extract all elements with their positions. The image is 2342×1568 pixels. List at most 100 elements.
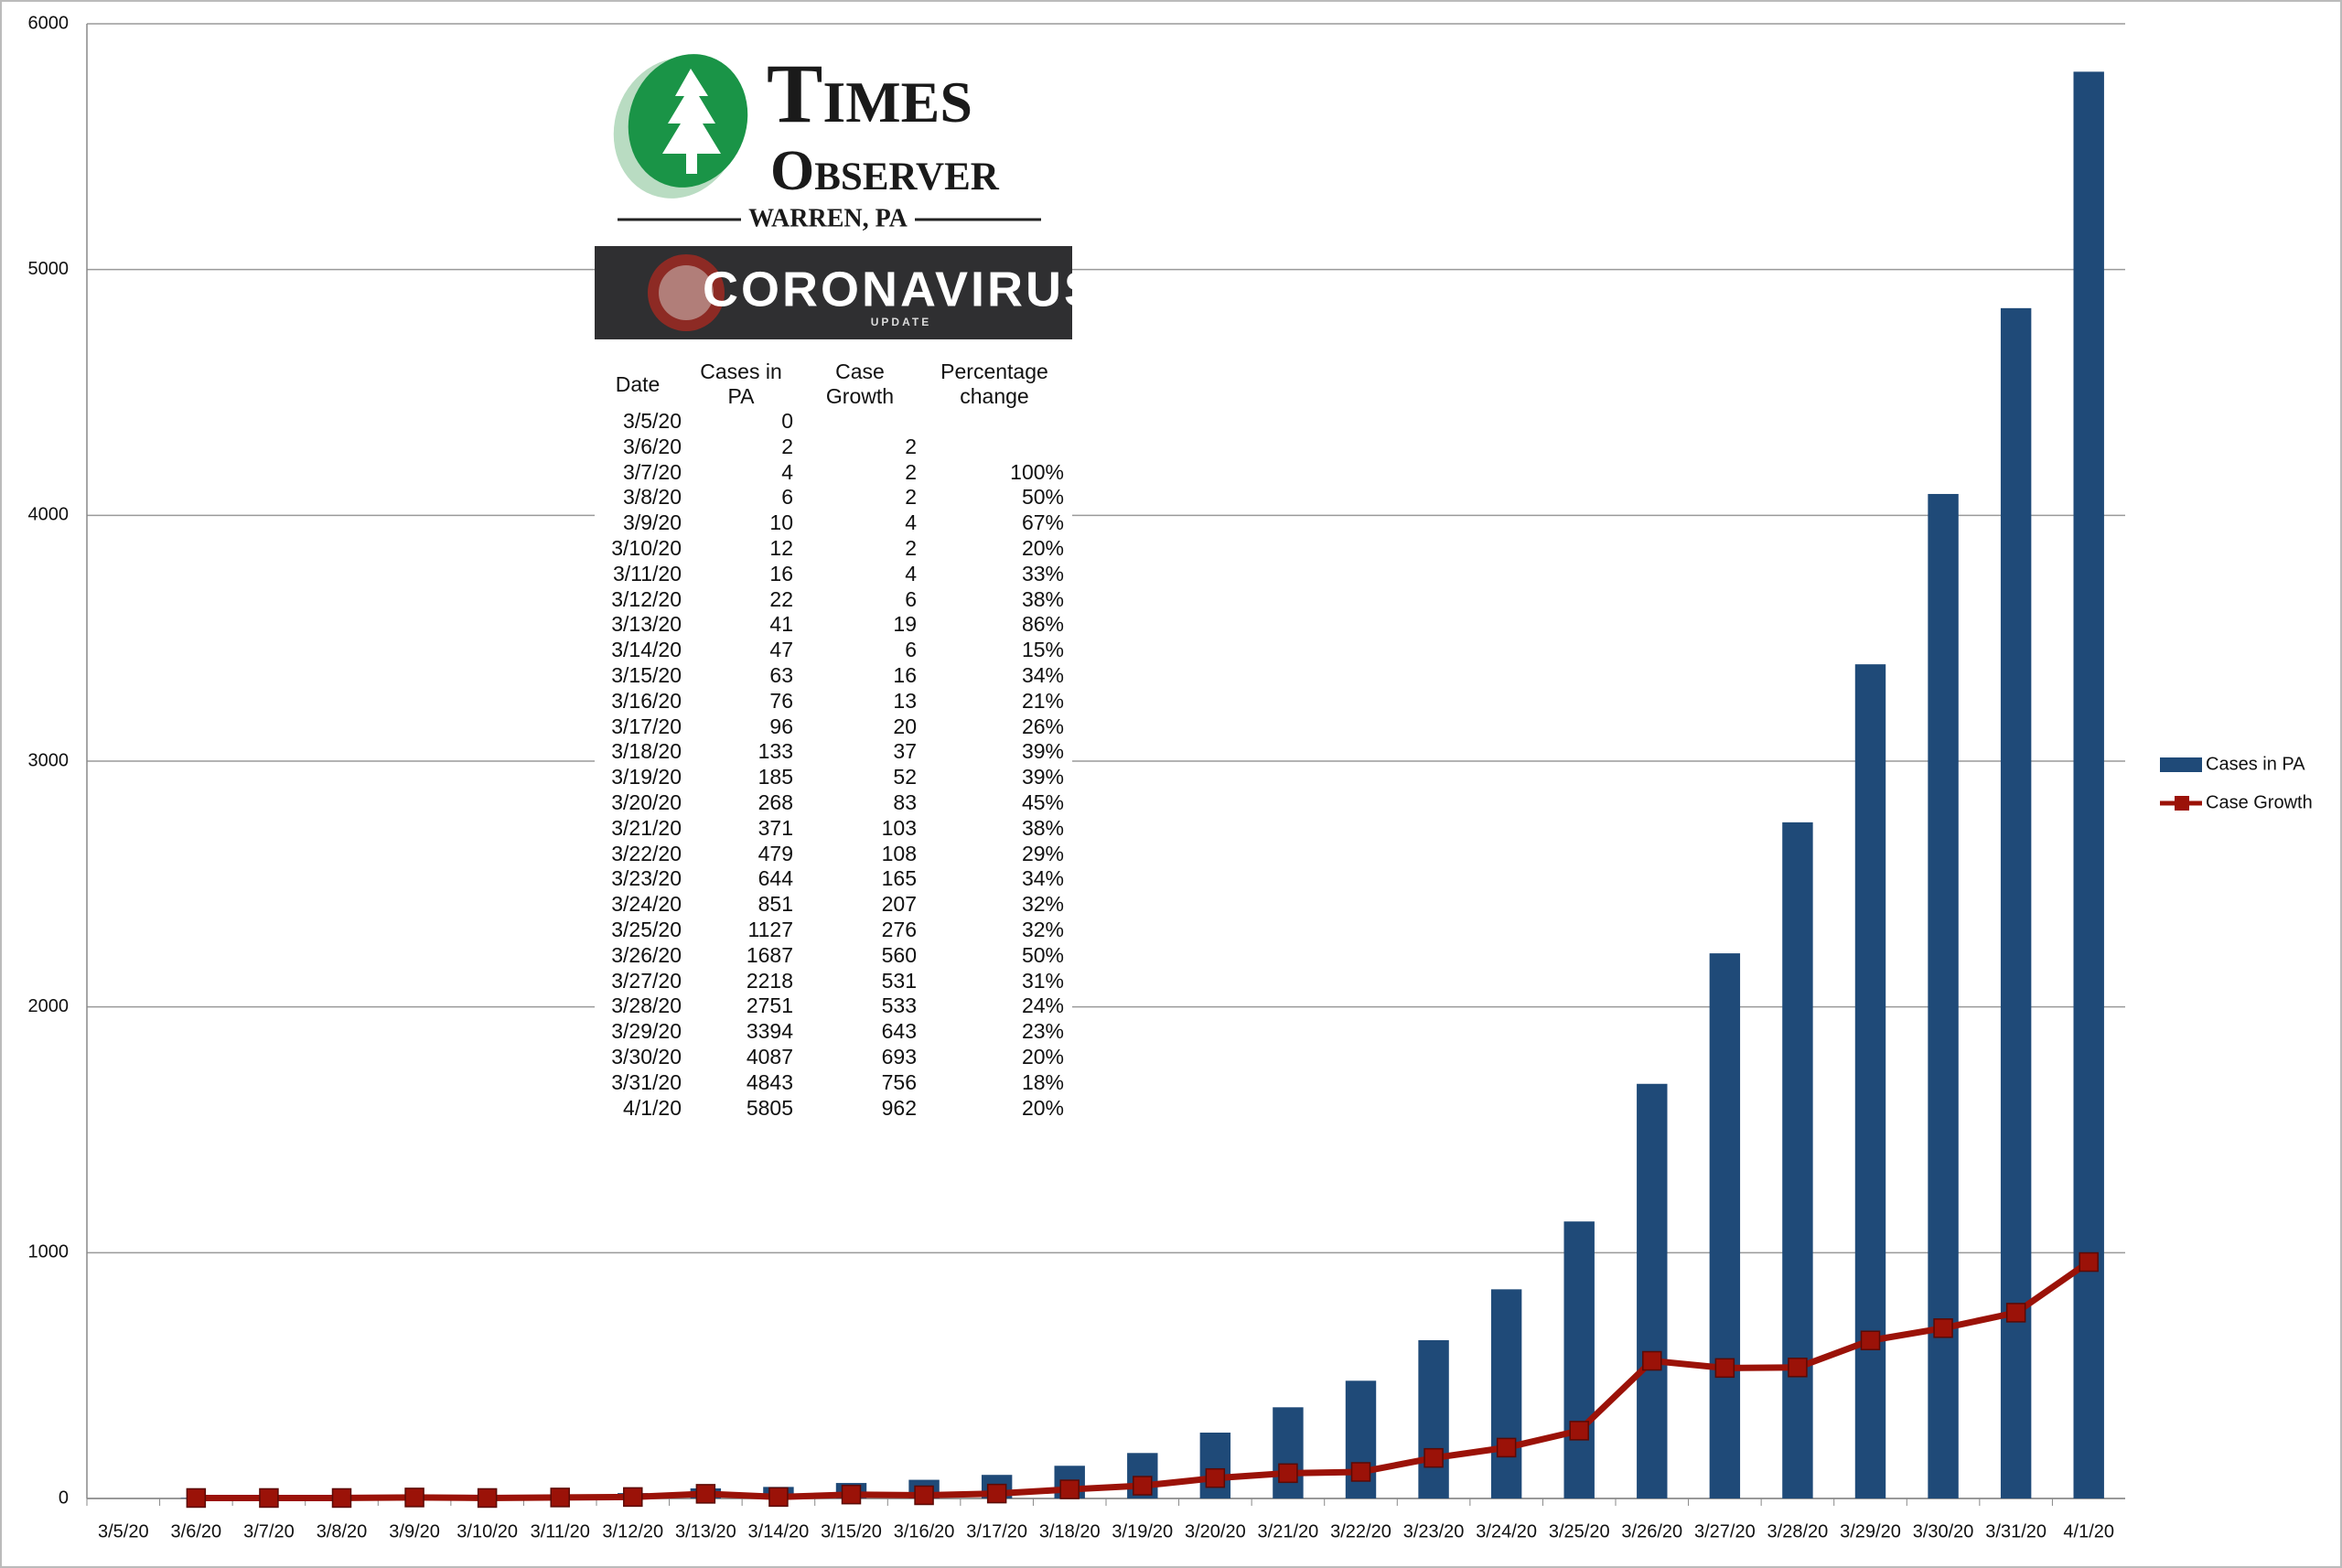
table-cell: 26%: [1021, 714, 1064, 738]
table-cell: 22: [769, 586, 793, 611]
x-tick-label: 3/27/20: [1694, 1521, 1756, 1541]
marker: [1569, 1421, 1589, 1441]
bar: [1199, 1432, 1231, 1498]
table-cell: 19: [893, 612, 917, 637]
table-cell: 276: [881, 918, 917, 941]
table-cell: 1687: [746, 942, 793, 967]
table-cell: 2: [905, 459, 917, 484]
table-cell: 1127: [747, 918, 793, 941]
x-tick-label: 3/10/20: [457, 1521, 518, 1541]
x-tick-label: 3/26/20: [1621, 1521, 1682, 1541]
x-tick-label: 3/16/20: [894, 1521, 955, 1541]
bar: [1273, 1407, 1304, 1498]
banner-title: CORONAVIRUS: [703, 262, 1100, 317]
table-cell: 5805: [746, 1095, 793, 1120]
y-tick-label: 4000: [28, 505, 70, 525]
x-tick-label: 3/19/20: [1112, 1521, 1173, 1541]
table-cell: 0: [781, 409, 793, 433]
marker: [259, 1487, 279, 1509]
x-tick-label: 3/9/20: [389, 1521, 440, 1541]
bar: [1782, 822, 1813, 1498]
table-cell: 4: [781, 459, 793, 484]
table-cell: 3394: [746, 1019, 793, 1044]
marker: [1133, 1476, 1153, 1496]
table-cell: 3/20/20: [611, 790, 682, 814]
table-cell: 4: [905, 561, 917, 585]
table-cell: 643: [881, 1019, 917, 1044]
legend-label: Case Growth: [2206, 792, 2313, 812]
x-tick-label: 3/20/20: [1185, 1521, 1246, 1541]
marker: [1423, 1447, 1444, 1468]
table-cell: 962: [881, 1095, 917, 1120]
marker: [768, 1487, 789, 1508]
table-cell: 3/21/20: [611, 815, 682, 840]
table-cell: 3/22/20: [611, 841, 682, 865]
marker: [477, 1487, 498, 1509]
marker: [331, 1487, 352, 1509]
x-tick-label: 3/22/20: [1330, 1521, 1391, 1541]
table-cell: 86%: [1021, 612, 1064, 637]
x-tick-label: 3/14/20: [748, 1521, 810, 1541]
table-cell: 4/1/20: [623, 1095, 682, 1120]
bar: [1928, 493, 1959, 1498]
table-cell: 3/27/20: [611, 968, 682, 993]
table-cell: 3/5/20: [623, 409, 682, 433]
table-cell: 76: [769, 688, 793, 713]
marker: [1059, 1479, 1080, 1499]
marker: [2005, 1303, 2026, 1323]
table-cell: 23%: [1021, 1019, 1064, 1044]
table-cell: 3/13/20: [611, 612, 682, 637]
table-cell: 3/25/20: [611, 918, 682, 941]
x-tick-label: 3/28/20: [1767, 1521, 1829, 1541]
table-cell: 479: [757, 841, 793, 865]
table-cell: 20%: [1021, 1095, 1064, 1120]
table-cell: 16: [893, 663, 917, 687]
table-cell: 3/8/20: [623, 485, 682, 510]
table-header: Cases in PA: [700, 360, 782, 408]
x-tick-label: 3/8/20: [317, 1521, 368, 1541]
bar: [1637, 1083, 1668, 1498]
table-cell: 67%: [1021, 510, 1064, 535]
table-cell: 2218: [746, 968, 793, 993]
table-cell: 3/23/20: [611, 866, 682, 891]
x-tick-label: 3/30/20: [1913, 1521, 1974, 1541]
x-tick-label: 3/11/20: [531, 1521, 590, 1541]
x-tick-label: 3/18/20: [1039, 1521, 1101, 1541]
bar: [1709, 953, 1741, 1498]
x-tick-label: 3/23/20: [1403, 1521, 1465, 1541]
virus-icon: [659, 265, 714, 320]
table-cell: 34%: [1021, 663, 1064, 687]
table-cell: 3/31/20: [611, 1069, 682, 1094]
marker: [1205, 1467, 1226, 1488]
table-cell: 32%: [1021, 918, 1064, 941]
table-cell: 4: [905, 510, 917, 535]
table-cell: 16: [769, 561, 793, 585]
data-table: Date Cases in PA Case Growth Percentage cha…: [595, 343, 1072, 1121]
bar: [1418, 1339, 1449, 1498]
x-tick-label: 3/5/20: [98, 1521, 149, 1541]
table-cell: 21%: [1021, 688, 1064, 713]
x-tick-label: 3/21/20: [1258, 1521, 1319, 1541]
bar: [2073, 71, 2104, 1498]
x-tick-label: 4/1/20: [2063, 1521, 2114, 1541]
table-cell: 45%: [1021, 790, 1064, 814]
table-cell: 3/12/20: [611, 586, 682, 611]
table-cell: 3/17/20: [611, 714, 682, 738]
table-cell: 103: [881, 815, 917, 840]
y-tick-label: 6000: [28, 13, 70, 33]
table-cell: 34%: [1021, 866, 1064, 891]
marker: [404, 1487, 424, 1508]
table-cell: 4843: [746, 1069, 793, 1094]
marker: [1933, 1318, 1953, 1338]
table-cell: 10: [769, 510, 793, 535]
table-cell: 47: [769, 638, 793, 662]
table-cell: 371: [757, 815, 793, 840]
table-cell: 33%: [1021, 561, 1064, 585]
legend-swatch: [2160, 757, 2202, 772]
table-cell: 3/16/20: [611, 688, 682, 713]
table-cell: 52: [893, 765, 917, 789]
marker: [1278, 1463, 1298, 1484]
table-cell: 3/19/20: [611, 765, 682, 789]
